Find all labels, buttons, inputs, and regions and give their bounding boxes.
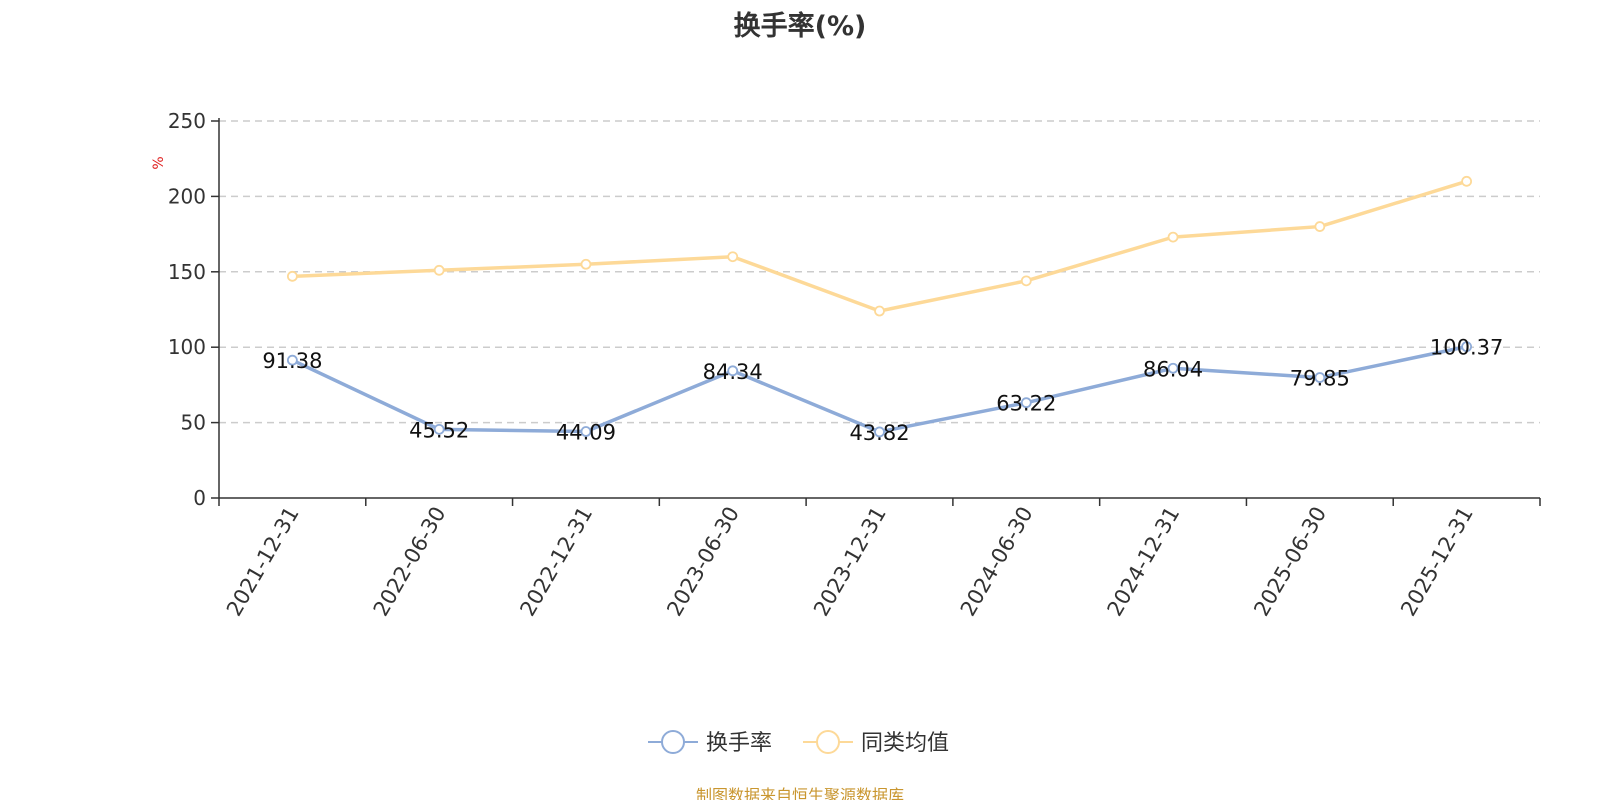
x-tick-label: 2022-06-30 bbox=[369, 503, 451, 621]
legend-marker bbox=[816, 730, 840, 754]
y-tick-label: 150 bbox=[168, 260, 206, 284]
data-point bbox=[1167, 231, 1179, 243]
data-labels: 91.38 45.52 44.09 84.34 43.82 63.22 86.04 79.85… bbox=[262, 336, 1503, 445]
y-axis-unit-label: % bbox=[151, 156, 167, 169]
data-point bbox=[1167, 362, 1179, 374]
series-line-同类均值 bbox=[292, 179, 1468, 313]
legend-marker bbox=[661, 730, 685, 754]
data-point bbox=[580, 426, 592, 437]
x-tick-label: 2025-06-30 bbox=[1249, 503, 1331, 621]
data-point bbox=[286, 354, 298, 366]
y-tick-label: 100 bbox=[168, 335, 206, 359]
data-point bbox=[1020, 275, 1032, 287]
data-label: 44.09 bbox=[556, 421, 616, 445]
x-tick-label: 2024-06-30 bbox=[956, 503, 1038, 621]
y-tick-label: 50 bbox=[181, 411, 206, 435]
x-tick-label: 2025-12-31 bbox=[1396, 503, 1478, 621]
data-point bbox=[1314, 372, 1326, 383]
chart-title: 换手率(%) bbox=[733, 11, 867, 42]
data-label: 91.38 bbox=[262, 349, 322, 373]
data-label: 43.82 bbox=[849, 421, 909, 445]
legend-label: 换手率 bbox=[706, 731, 772, 756]
legend-label: 同类均值 bbox=[861, 731, 949, 756]
data-point bbox=[1020, 397, 1032, 409]
data-label: 84.34 bbox=[703, 360, 763, 384]
data-point bbox=[1461, 175, 1473, 187]
data-point bbox=[286, 270, 298, 282]
data-point bbox=[580, 258, 592, 270]
legend-item-同类均值[interactable]: 同类均值 bbox=[803, 730, 949, 756]
data-label: 63.22 bbox=[996, 392, 1056, 416]
y-tick-label: 0 bbox=[193, 486, 206, 510]
legend[interactable]: 换手率 同类均值 bbox=[648, 730, 949, 756]
data-point bbox=[1461, 341, 1473, 353]
data-label: 86.04 bbox=[1143, 357, 1203, 381]
data-point bbox=[727, 365, 739, 377]
data-point bbox=[433, 264, 445, 276]
data-point bbox=[874, 426, 885, 438]
x-tick-label: 2022-12-31 bbox=[515, 503, 597, 621]
data-point bbox=[433, 423, 445, 435]
series-lines bbox=[286, 175, 1473, 438]
data-point bbox=[1314, 221, 1326, 232]
data-point bbox=[874, 305, 885, 317]
y-tick-label: 200 bbox=[168, 184, 206, 208]
x-tick-label: 2023-06-30 bbox=[662, 503, 744, 621]
x-tick-label: 2021-12-31 bbox=[222, 503, 304, 621]
y-tick-label: 250 bbox=[168, 109, 206, 133]
data-label: 79.85 bbox=[1290, 367, 1350, 391]
data-label: 100.37 bbox=[1430, 336, 1503, 360]
legend-item-换手率[interactable]: 换手率 bbox=[648, 730, 772, 756]
data-label: 45.52 bbox=[409, 418, 469, 442]
source-note: 制图数据来自恒生聚源数据库 bbox=[695, 786, 904, 800]
x-tick-label: 2023-12-31 bbox=[809, 503, 891, 621]
x-tick-label: 2024-12-31 bbox=[1103, 503, 1185, 621]
data-point bbox=[727, 251, 739, 263]
axes: 0 50 100 150 200 250% 2021-12-31 2022-06-30 2022… bbox=[151, 109, 1541, 621]
